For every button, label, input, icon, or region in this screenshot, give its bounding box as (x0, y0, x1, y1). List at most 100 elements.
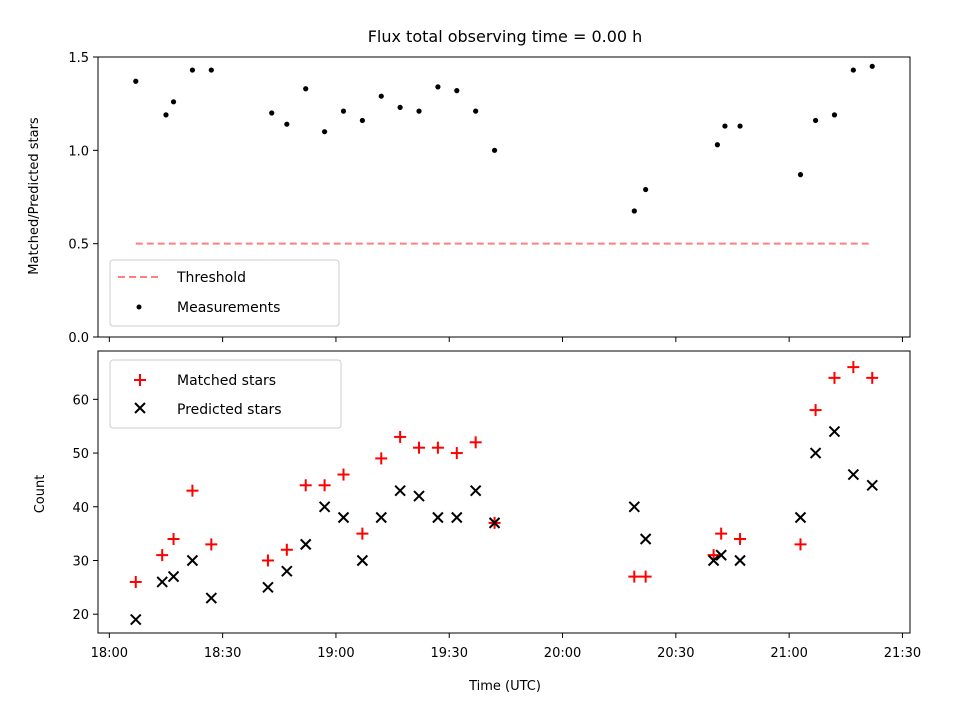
measurement-point (269, 110, 275, 116)
predicted-star-point (394, 484, 406, 497)
measurement-point (631, 208, 637, 214)
top-chart-title: Flux total observing time = 0.00 h (368, 27, 643, 46)
matched-star-point (167, 533, 180, 545)
measurement-point (850, 67, 856, 73)
predicted-star-point (262, 581, 274, 594)
matched-star-point (469, 436, 482, 449)
matched-star-point (205, 538, 218, 551)
matched-star-point (261, 554, 274, 567)
matched-star-point (828, 371, 841, 384)
measurement-point (303, 86, 309, 92)
measurement-point (869, 63, 875, 69)
legend-threshold-label: Threshold (176, 270, 246, 286)
matched-star-point (794, 538, 807, 551)
bottom-y-tick-label: 40 (72, 501, 89, 516)
measurement-point (416, 108, 422, 114)
top-y-axis-label: Matched/Predicted stars (27, 117, 42, 275)
predicted-star-point (432, 511, 444, 524)
matched-star-point (413, 441, 426, 454)
matched-star-point (356, 527, 369, 540)
bottom-y-tick-label: 50 (72, 447, 89, 462)
x-tick-label: 18:00 (91, 646, 128, 661)
measurement-point (812, 117, 819, 124)
bottom-legend: Matched stars Predicted stars (109, 359, 342, 429)
measurement-point (284, 121, 290, 127)
legend-measurements-label: Measurements (177, 300, 280, 316)
measurement-point (491, 147, 498, 153)
predicted-star-point (639, 533, 652, 545)
predicted-star-point (828, 425, 841, 438)
measurement-point (397, 104, 403, 110)
measurement-point (322, 129, 328, 135)
bottom-y-tick-label: 30 (72, 554, 89, 569)
predicted-star-point (628, 501, 641, 513)
predicted-star-point (156, 576, 168, 588)
matched-star-point (129, 575, 142, 588)
measurement-point (643, 186, 649, 193)
predicted-star-point (413, 490, 425, 502)
predicted-star-point (130, 613, 142, 626)
x-tick-label: 21:00 (770, 646, 807, 661)
matched-star-point (734, 533, 747, 545)
top-y-tick-label: 1.5 (68, 51, 89, 66)
predicted-star-point (734, 554, 746, 567)
measurement-point (454, 88, 460, 94)
matched-star-point (280, 543, 293, 556)
measurement-point (473, 108, 479, 114)
predicted-star-point (707, 554, 720, 567)
predicted-star-point (847, 468, 860, 481)
predicted-star-point (809, 447, 822, 459)
matched-star-point (186, 484, 199, 497)
bottom-y-tick-label: 20 (72, 608, 89, 623)
matched-star-point (715, 527, 728, 540)
predicted-star-point (205, 592, 218, 604)
matched-star-point (337, 468, 350, 481)
matched-star-point (809, 404, 822, 417)
top-y-tick-label: 0.5 (68, 238, 89, 253)
matched-star-point (431, 441, 444, 454)
measurement-point (189, 67, 196, 73)
predicted-star-point (356, 554, 369, 567)
top-plot-area: 0.0 0.5 1.0 1.5 (68, 51, 911, 346)
predicted-star-point (451, 511, 463, 524)
x-tick-label: 19:00 (317, 646, 354, 661)
matched-star-point (639, 570, 652, 583)
top-y-tick-label: 1.0 (68, 144, 89, 159)
predicted-star-point (318, 501, 331, 513)
measurement-point (435, 84, 441, 90)
matched-star-point (299, 479, 312, 492)
bottom-y-tick-label: 60 (72, 393, 89, 408)
predicted-star-point (300, 538, 312, 551)
top-y-tick-label: 0.0 (68, 331, 89, 346)
bottom-legend-box (109, 359, 342, 429)
measurement-point (737, 123, 743, 129)
measurement-point (378, 93, 384, 99)
measurement-point (722, 123, 728, 129)
x-axis-label: Time (UTC) (468, 679, 541, 694)
x-tick-label: 21:30 (884, 646, 921, 661)
measurement-point (208, 67, 214, 73)
measurement-point (831, 112, 838, 118)
bottom-y-axis-label: Count (33, 475, 48, 514)
legend-predicted-swatch (134, 402, 146, 414)
predicted-star-point (488, 517, 501, 529)
measurement-point (163, 112, 169, 118)
matched-star-point (394, 430, 407, 443)
predicted-star-point (715, 549, 727, 561)
predicted-star-point (866, 479, 878, 491)
matched-star-point (628, 570, 641, 583)
x-tick-label: 18:30 (204, 646, 241, 661)
matched-star-point (318, 479, 331, 492)
legend-matched-label: Matched stars (177, 373, 276, 389)
x-tick-label: 20:30 (657, 646, 694, 661)
x-tick-label: 20:00 (544, 646, 581, 661)
measurement-point (714, 142, 720, 148)
matched-star-point (866, 371, 879, 384)
predicted-star-point (337, 511, 350, 524)
measurement-point (170, 99, 177, 105)
matched-star-point (450, 447, 463, 460)
bottom-plot-area: 20 30 40 50 60 18:00 18:30 19:00 19:30 20:00 20:30… (72, 350, 921, 661)
top-legend: Threshold Measurements (109, 259, 340, 327)
top-legend-box (109, 259, 340, 327)
